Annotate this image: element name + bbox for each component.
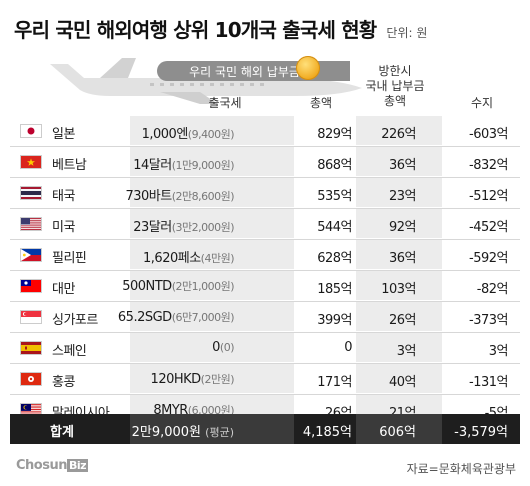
table-row: 필리핀 1,620페소(4만원) 628억 36억 -592억 (10, 240, 520, 271)
balance-value: -832억 (469, 158, 508, 173)
total-value: 628억 (317, 251, 352, 266)
departure-tax-value: 65.2SGD(6만7,000원) (117, 310, 235, 325)
departure-tax-value: 120HKD(2만원) (150, 372, 235, 387)
departure-tax-value: 1,000엔(9,400원) (141, 127, 235, 142)
total-value: 171억 (317, 375, 352, 390)
vn-flag-icon (20, 155, 42, 169)
total-value: 399억 (317, 313, 352, 328)
balance-value: 3억 (488, 344, 509, 359)
visitor-value: 92억 (388, 220, 417, 235)
balance-value: -82억 (476, 282, 509, 297)
summary-visitor: 606억 (379, 425, 416, 440)
table-row: 일본 1,000엔(9,400원) 829억 226억 -603억 (10, 116, 520, 147)
table-row: 홍콩 120HKD(2만원) 171억 40억 -131억 (10, 364, 520, 395)
visitor-value: 3억 (396, 344, 417, 359)
summary-label: 합계 (50, 425, 74, 440)
visitor-value: 23억 (388, 189, 417, 204)
visitor-value: 36억 (388, 158, 417, 173)
country-name: 일본 (52, 127, 75, 142)
total-value: 544억 (317, 220, 352, 235)
unit-label: 단위: 원 (386, 26, 428, 40)
header-visitor-line1: 방한시 (378, 64, 412, 78)
total-value: 535억 (317, 189, 352, 204)
visitor-value: 26억 (388, 313, 417, 328)
balance-value: -131억 (469, 375, 508, 390)
ph-flag-icon (20, 248, 42, 262)
balance-value: -592억 (469, 251, 508, 266)
table-row: 베트남 14달러(1만9,000원) 868억 36억 -832억 (10, 147, 520, 178)
summary-tax: 2만9,000원 (평균) (131, 425, 234, 440)
hk-flag-icon (20, 372, 42, 386)
country-name: 싱가포르 (52, 313, 98, 328)
header-visitor: 방한시 국내 납부금 총액 (350, 64, 440, 109)
country-name: 태국 (52, 189, 75, 204)
total-value: 868억 (317, 158, 352, 173)
summary-row: 합계 2만9,000원 (평균) 4,185억 606억 -3,579억 (10, 414, 520, 444)
balance-value: -452억 (469, 220, 508, 235)
departure-tax-value: 14달러(1만9,000원) (133, 158, 234, 173)
departure-tax-value: 0(0) (212, 340, 234, 355)
summary-total: 4,185억 (302, 425, 352, 440)
header-total: 총액 (309, 96, 333, 110)
visitor-value: 103억 (381, 282, 416, 297)
summary-balance: -3,579억 (454, 425, 508, 440)
coin-icon (296, 56, 320, 80)
sg-flag-icon (20, 310, 42, 324)
header-departure-tax: 출국세 (208, 96, 242, 110)
visitor-value: 40억 (388, 375, 417, 390)
departure-tax-value: 23달러(3만2,000원) (133, 220, 234, 235)
balance-value: -373억 (469, 313, 508, 328)
departure-tax-value: 500NTD(2만1,000원) (122, 279, 234, 294)
balance-value: -512억 (469, 189, 508, 204)
es-flag-icon (20, 341, 42, 355)
country-name: 홍콩 (52, 375, 75, 390)
table-row: 미국 23달러(3만2,000원) 544억 92억 -452억 (10, 209, 520, 240)
source-note: 자료=문화체육관광부 (406, 462, 516, 476)
country-name: 대만 (52, 282, 75, 297)
departure-tax-value: 1,620페소(4만원) (143, 251, 234, 266)
table-row: 대만 500NTD(2만1,000원) 185억 103억 -82억 (10, 271, 520, 302)
table-row: 스페인 0(0) 0 3억 3억 (10, 333, 520, 364)
tw-flag-icon (20, 279, 42, 293)
balance-value: -603억 (469, 127, 508, 142)
visitor-value: 36억 (388, 251, 417, 266)
table-row: 싱가포르 65.2SGD(6만7,000원) 399억 26억 -373억 (10, 302, 520, 333)
jp-flag-icon (20, 124, 42, 138)
country-name: 스페인 (52, 344, 87, 359)
tax-table: 일본 1,000엔(9,400원) 829억 226억 -603억 베트남 14… (10, 116, 520, 426)
us-flag-icon (20, 217, 42, 231)
chosunbiz-logo: Chosun Biz (16, 458, 89, 473)
th-flag-icon (20, 186, 42, 200)
total-value: 0 (344, 340, 352, 355)
header-visitor-line2: 국내 납부금 (365, 79, 425, 93)
total-value: 829억 (317, 127, 352, 142)
country-name: 필리핀 (52, 251, 87, 266)
title-row: 우리 국민 해외여행 상위 10개국 출국세 현황 단위: 원 (14, 14, 427, 43)
payment-header-pill: 우리 국민 해외 납부금 (157, 61, 350, 81)
total-value: 185억 (317, 282, 352, 297)
payment-header-label: 우리 국민 해외 납부금 (189, 64, 300, 79)
chart-title: 우리 국민 해외여행 상위 10개국 출국세 현황 (14, 18, 377, 42)
departure-tax-value: 730바트(2만8,600원) (125, 189, 234, 204)
country-name: 미국 (52, 220, 75, 235)
visitor-value: 226억 (381, 127, 416, 142)
table-row: 태국 730바트(2만8,600원) 535억 23억 -512억 (10, 178, 520, 209)
header-balance: 수지 (470, 96, 494, 110)
header-visitor-line3: 총액 (383, 94, 407, 108)
country-name: 베트남 (52, 158, 87, 173)
